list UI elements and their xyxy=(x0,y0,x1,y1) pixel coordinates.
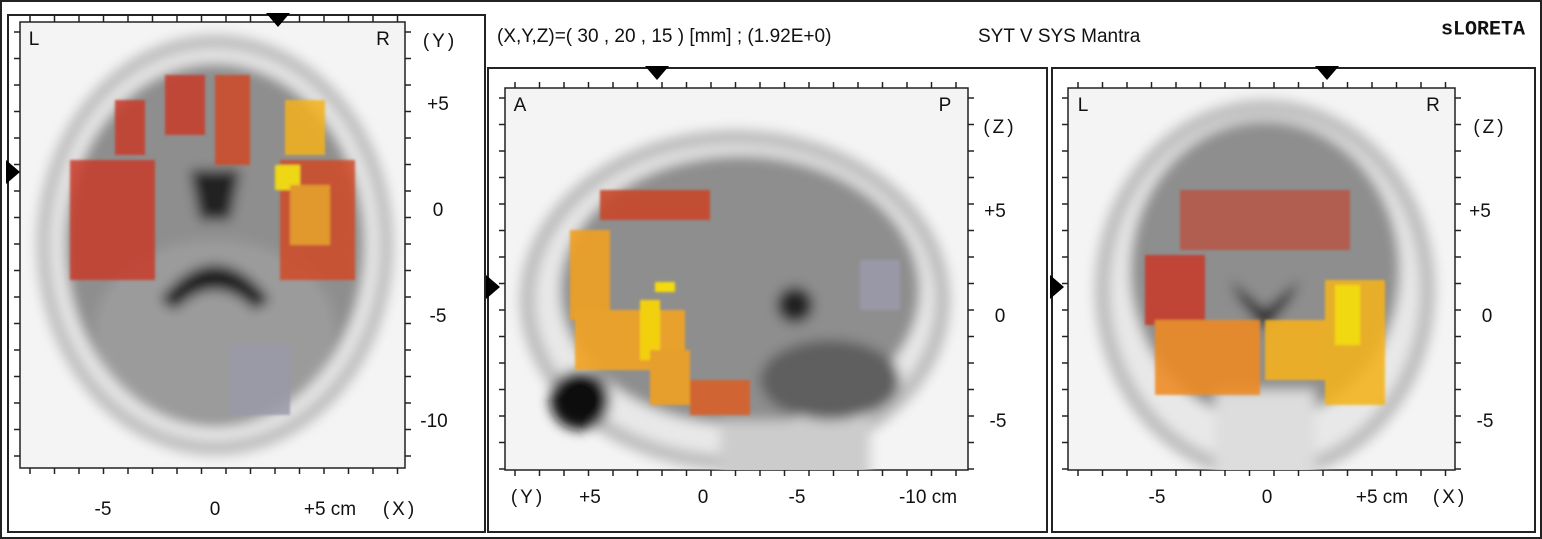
axis-label: (X) xyxy=(383,499,417,520)
coordinates: (X,Y,Z)=( 30 , 20 , 15 ) [mm] ; (1.92E+0… xyxy=(497,26,831,47)
tick-label: 0 xyxy=(433,200,444,221)
orientation-label: L xyxy=(29,29,40,50)
tick-label: 0 xyxy=(210,499,221,520)
subject-name: SYT V SYS Mantra xyxy=(978,26,1141,47)
cursor-marker xyxy=(6,160,20,184)
logo: sLORETA xyxy=(1441,18,1525,41)
axis-label: (Y) xyxy=(511,487,545,508)
tick-label: 0 xyxy=(1262,487,1273,508)
orientation-label: A xyxy=(514,95,527,116)
axis-label: (Z) xyxy=(983,117,1016,138)
tick-label: -5 xyxy=(1149,487,1166,508)
axis-label: (Z) xyxy=(1473,117,1506,138)
cursor-marker xyxy=(645,66,669,80)
tick-label: -5 xyxy=(1477,411,1494,432)
tick-label: 0 xyxy=(698,487,709,508)
tick-label: -5 xyxy=(789,487,806,508)
orientation-label: L xyxy=(1078,95,1089,116)
cursor-marker xyxy=(1050,275,1064,299)
tick-label: +5 xyxy=(579,487,601,508)
tick-label: +5 xyxy=(427,94,449,115)
axis-label: (Y) xyxy=(423,31,457,52)
tick-label: +5 xyxy=(1469,201,1491,222)
orientation-label: P xyxy=(939,95,952,116)
sagittal-slice xyxy=(520,130,950,470)
tick-label: -10 xyxy=(420,411,447,432)
tick-label: -5 xyxy=(430,306,447,327)
axis-label: (X) xyxy=(1433,487,1467,508)
tick-label: +5 cm xyxy=(304,499,356,520)
axial-slice xyxy=(37,35,393,455)
cursor-marker xyxy=(266,13,290,27)
orientation-label: R xyxy=(376,29,390,50)
tick-label: 0 xyxy=(995,306,1006,327)
tick-label: -10 cm xyxy=(899,487,957,508)
orientation-label: R xyxy=(1426,95,1440,116)
tick-label: -5 xyxy=(95,499,112,520)
tick-label: -5 xyxy=(990,411,1007,432)
tick-label: +5 cm xyxy=(1356,487,1408,508)
coronal-slice xyxy=(1095,100,1435,470)
tick-label: 0 xyxy=(1482,306,1493,327)
tick-label: +5 xyxy=(984,201,1006,222)
cursor-marker xyxy=(486,275,500,299)
cursor-marker xyxy=(1315,66,1339,80)
